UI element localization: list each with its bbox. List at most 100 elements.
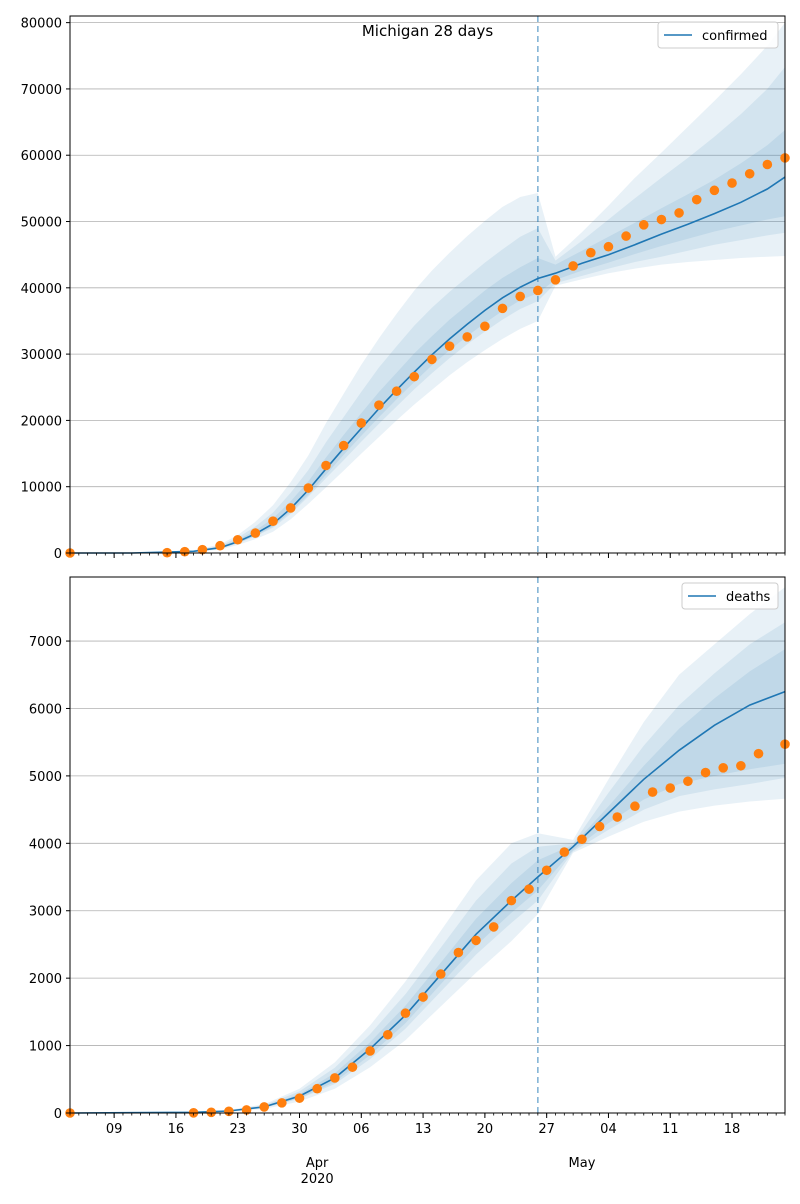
observed-point [435, 969, 446, 979]
x-tick-label: 04 [600, 1122, 617, 1137]
observed-point [665, 783, 676, 793]
observed-point [382, 1029, 393, 1040]
legend-box [657, 21, 779, 49]
y-tick-label: 0 [54, 547, 62, 562]
y-tick-label: 7000 [29, 635, 62, 650]
observed-point [285, 503, 296, 513]
chart-title: Michigan 28 days [362, 22, 493, 40]
observed-point [524, 884, 534, 894]
observed-point [444, 341, 455, 351]
observed-point [656, 214, 667, 225]
observed-point [621, 231, 631, 241]
legend-box [681, 582, 779, 610]
x-tick-label: 06 [353, 1122, 370, 1137]
observed-point [568, 261, 578, 271]
y-tick-label: 40000 [21, 282, 62, 297]
observed-point [488, 922, 499, 932]
y-tick-label: 3000 [29, 905, 62, 920]
observed-point [338, 440, 349, 451]
uncertainty-band [70, 22, 785, 554]
y-tick-label: 10000 [21, 481, 62, 496]
y-tick-label: 70000 [21, 83, 62, 98]
observed-point [736, 760, 746, 771]
observed-point [427, 354, 437, 365]
observed-point [559, 847, 570, 857]
observed-point [638, 220, 649, 230]
observed-point [391, 386, 402, 397]
x-tick-label: 11 [662, 1122, 679, 1137]
y-tick-label: 50000 [21, 216, 62, 231]
observed-point [409, 371, 420, 382]
observed-point [400, 1008, 411, 1019]
plot-frame [69, 15, 786, 554]
y-tick-label: 5000 [29, 770, 62, 785]
x-month-label: Apr [306, 1156, 329, 1171]
observed-point [250, 528, 261, 538]
observed-point [277, 1098, 287, 1108]
observed-point [374, 400, 384, 410]
observed-point [347, 1062, 358, 1072]
observed-point [586, 247, 596, 258]
observed-point [303, 483, 314, 493]
uncertainty-band [70, 130, 785, 553]
observed-point [515, 291, 525, 302]
uncertainty-band [70, 587, 785, 1113]
y-tick-label: 6000 [29, 702, 62, 717]
observed-point [312, 1083, 322, 1094]
x-tick-label: 16 [168, 1122, 185, 1137]
observed-point [365, 1046, 375, 1056]
legend-label: deaths [726, 590, 771, 605]
observed-point [268, 516, 278, 526]
observed-point [718, 763, 729, 773]
y-tick-label: 1000 [29, 1040, 62, 1055]
observed-point [471, 935, 481, 946]
y-tick-label: 30000 [21, 348, 62, 363]
observed-point [330, 1073, 340, 1083]
observed-point [462, 332, 473, 342]
plot-frame [69, 576, 786, 1114]
y-tick-label: 2000 [29, 972, 62, 987]
observed-point [259, 1102, 269, 1112]
y-tick-label: 80000 [21, 17, 62, 32]
observed-point [321, 460, 331, 471]
observed-point [533, 285, 543, 296]
observed-point [550, 275, 561, 285]
x-tick-label: 30 [291, 1122, 308, 1137]
x-tick-label: 18 [724, 1122, 741, 1137]
observed-point [691, 194, 702, 205]
observed-point [709, 185, 720, 196]
observed-point [206, 1107, 217, 1118]
observed-point [215, 540, 225, 551]
observed-point [762, 159, 773, 170]
confirmed-panel: 0 10000 20000 30000 40000 50000 60000 70000 8000… [21, 15, 790, 562]
deaths-panel: 0 1000 2000 3000 4000 5000 6000 7000 09 16 23 30 06 1… [29, 576, 790, 1187]
observed-point [594, 821, 605, 832]
observed-point [506, 895, 517, 906]
observed-point [232, 534, 243, 545]
observed-point [241, 1105, 252, 1115]
legend-label: confirmed [702, 29, 768, 44]
observed-point [674, 208, 684, 218]
x-month-label: May [569, 1156, 596, 1171]
observed-point [683, 776, 693, 787]
observed-point [612, 812, 623, 822]
observed-point [744, 168, 755, 179]
x-year-label: 2020 [301, 1172, 334, 1187]
observed-point [630, 801, 640, 812]
observed-point [418, 992, 428, 1002]
y-tick-label: 60000 [21, 149, 62, 164]
observed-point [294, 1093, 305, 1103]
x-tick-label: 09 [106, 1122, 123, 1137]
observed-point [727, 178, 737, 188]
x-tick-label: 13 [415, 1122, 432, 1137]
observed-point [603, 241, 614, 252]
observed-point [700, 767, 711, 778]
y-tick-label: 0 [54, 1107, 62, 1122]
observed-point [179, 546, 190, 557]
observed-point [541, 865, 552, 876]
observed-point [453, 947, 464, 958]
x-tick-label: 20 [477, 1122, 494, 1137]
observed-point [753, 748, 764, 759]
